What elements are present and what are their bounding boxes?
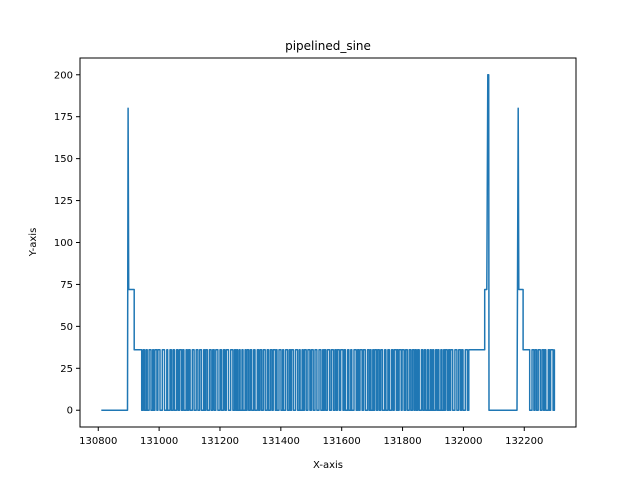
- y-tick-label: 25: [60, 364, 73, 375]
- y-ticks: 0 25 50 75 100 125 150 175 200: [54, 70, 80, 417]
- x-tick-label: 132000: [444, 436, 482, 447]
- x-tick-label: 131600: [323, 436, 361, 447]
- y-axis-title: Y-axis: [28, 228, 39, 258]
- y-tick-label: 150: [54, 154, 73, 165]
- y-tick-label: 0: [67, 406, 73, 417]
- x-tick-label: 131200: [201, 436, 239, 447]
- chart-title: pipelined_sine: [285, 39, 371, 53]
- y-tick-label: 100: [54, 238, 73, 249]
- y-tick-label: 125: [54, 196, 73, 207]
- y-tick-label: 175: [54, 112, 73, 123]
- x-tick-label: 132200: [505, 436, 543, 447]
- x-ticks: 130800 131000 131200 131400 131600 131800 1320…: [79, 427, 543, 447]
- x-tick-label: 131000: [140, 436, 178, 447]
- series-line: [101, 74, 556, 411]
- x-tick-label: 130800: [79, 436, 117, 447]
- x-tick-label: 131800: [383, 436, 421, 447]
- y-tick-label: 75: [60, 280, 73, 291]
- x-tick-label: 131400: [262, 436, 300, 447]
- y-tick-label: 200: [54, 70, 73, 81]
- y-tick-label: 50: [60, 322, 73, 333]
- plot-area: [101, 74, 556, 411]
- x-axis-title: X-axis: [313, 460, 343, 471]
